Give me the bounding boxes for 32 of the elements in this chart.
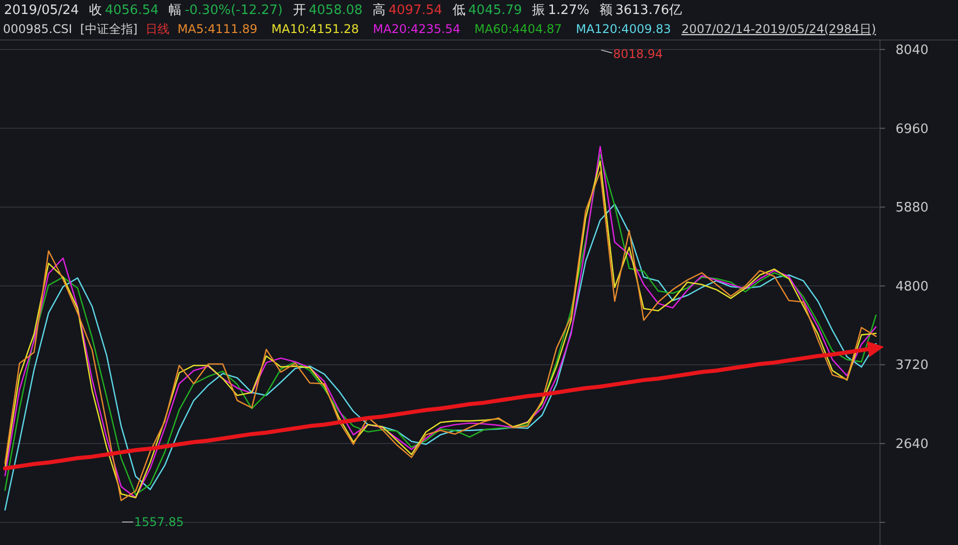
text: 000985.CSI [3, 22, 72, 36]
text: 4056.54 [104, 3, 159, 18]
text: 开 [292, 3, 306, 18]
annotation: 1557.85 [134, 515, 184, 529]
annotation: 8018.94 [613, 47, 663, 61]
text: 4058.08 [308, 3, 363, 18]
text: 日线 [146, 22, 170, 36]
text: MA120:4009.83 [576, 22, 672, 36]
y-tick-label: 2640 [895, 437, 929, 452]
text: 2007/02/14-2019/05/24(2984日) [681, 22, 876, 36]
text: 低 [452, 3, 466, 18]
y-tick-label: 8040 [895, 42, 929, 58]
text: MA5:4111.89 [178, 22, 258, 36]
text: 振 [532, 3, 546, 18]
text: 高 [372, 2, 386, 18]
text: 收 [88, 3, 102, 18]
text: 4097.54 [388, 3, 442, 18]
text: 额 [599, 3, 612, 18]
text: MA60:4404.87 [474, 22, 562, 36]
text: 1.27% [548, 3, 590, 18]
text: [中证全指] [80, 22, 138, 36]
y-tick-label: 3720 [895, 358, 929, 374]
y-tick-label: 4800 [895, 279, 929, 294]
text: 2019/05/24 [4, 3, 79, 18]
y-tick-label: 5880 [895, 200, 929, 216]
text: 3613.76亿 [615, 3, 682, 18]
y-tick-label: 6960 [895, 122, 929, 137]
text: 幅 [168, 3, 182, 18]
text: 4045.79 [468, 3, 522, 18]
text: MA10:4151.28 [271, 22, 359, 36]
text: MA20:4235.54 [372, 22, 460, 36]
text: -0.30%(-12.27) [184, 3, 283, 18]
